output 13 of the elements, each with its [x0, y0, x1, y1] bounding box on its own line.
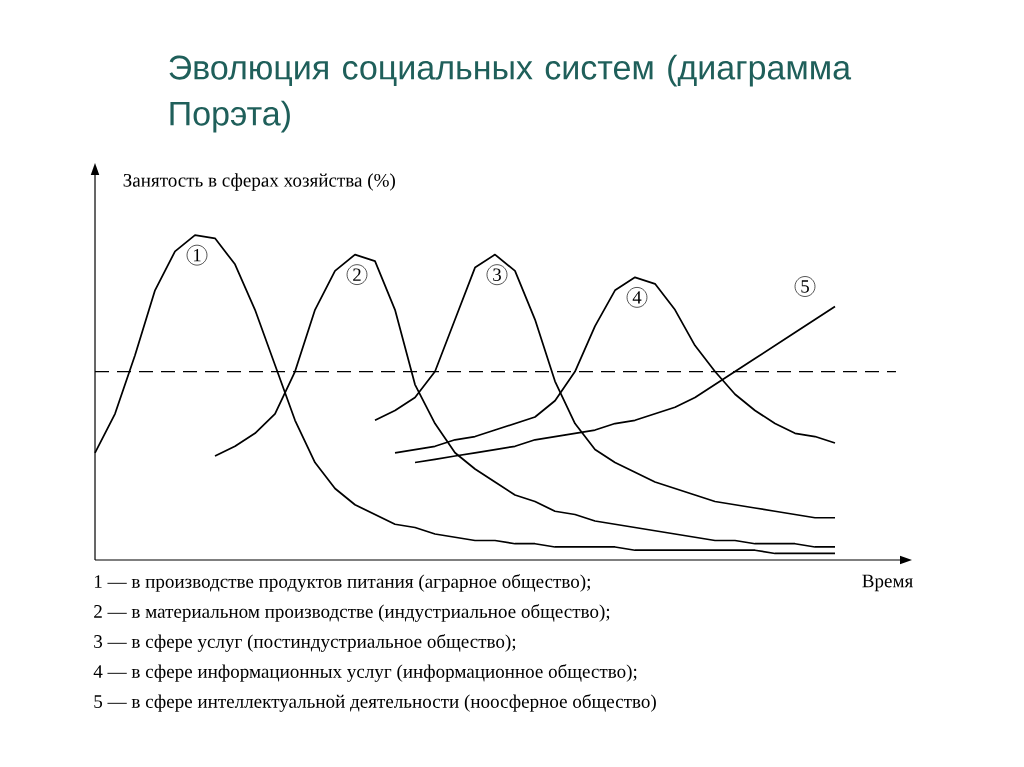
- text: 3 — в сфере услуг (постиндустриальное общество);: [94, 634, 516, 652]
- series-label: 4: [632, 291, 642, 304]
- text: 1 — в производстве продуктов питания (аграрное общество);: [94, 574, 590, 592]
- series-label: 1: [193, 248, 201, 262]
- series-label: 2: [353, 268, 361, 281]
- series-label: 5: [801, 280, 809, 293]
- text: 2 — в материальном производстве (индустриальное общество);: [94, 604, 610, 622]
- text: 4 — в сфере информационных услуг (информационное общество);: [93, 664, 637, 682]
- text: 5 — в сфере интеллектуальной деятельности (ноосферное общество): [94, 694, 656, 712]
- x-axis-title: Время: [862, 574, 913, 592]
- legend-label: 3: [493, 268, 501, 281]
- y-axis-title: Занятость в сферах хозяйства (%): [123, 173, 395, 191]
- chart-title: Эволюция социальных систем (диаграмма Порэта): [169, 54, 852, 133]
